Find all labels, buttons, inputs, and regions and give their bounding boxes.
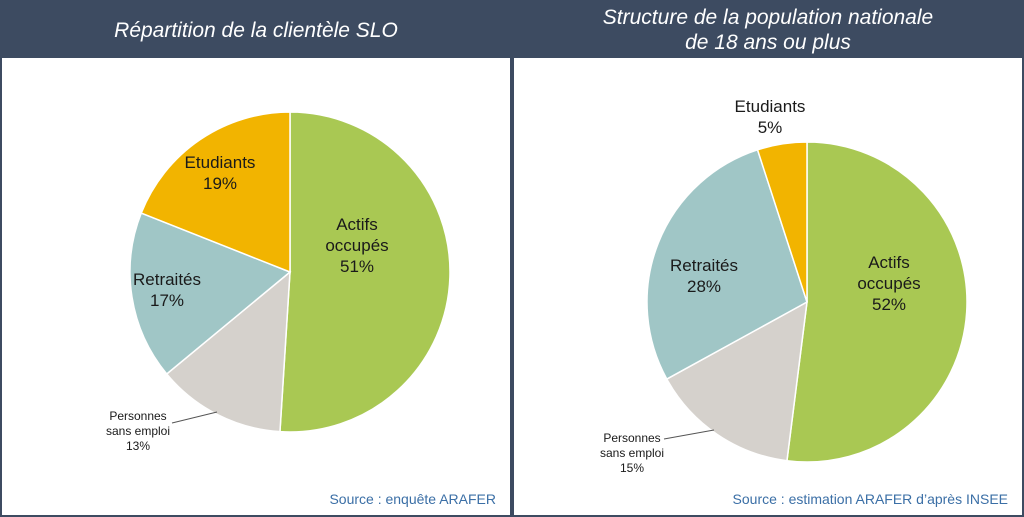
left-pie-chart: Actifs occupés 51% Personnes sans emploi 13% R… <box>106 111 451 453</box>
pie-slice-etudiants <box>140 111 291 274</box>
pie-slice-retraites <box>646 148 808 381</box>
slice-label-actifs: Actifs occupés 52% <box>857 253 920 314</box>
slice-label-retraites: Retraités 28% <box>670 256 738 296</box>
leader-line-sans_emploi <box>171 411 218 424</box>
slice-name-actifs: occupés <box>325 236 388 255</box>
slice-label-etudiants: Etudiants 19% <box>185 153 256 193</box>
right-panel: Structure de la population nationale de … <box>512 0 1024 517</box>
slice-label-sans_emploi: Personnes sans emploi 15% <box>600 431 664 475</box>
left-chart-title: Répartition de la clientèle SLO <box>2 2 510 58</box>
slice-pct-sans_emploi: 15% <box>620 461 644 475</box>
pie-slice-actifs <box>786 141 968 463</box>
slice-pct-sans_emploi: 13% <box>126 439 150 453</box>
left-source-note: Source : enquête ARAFER <box>329 491 496 507</box>
slice-name-actifs: Actifs <box>868 253 910 272</box>
slice-label-actifs: Actifs occupés 51% <box>325 215 388 276</box>
slice-name-sans_emploi: Personnes <box>603 431 660 445</box>
slice-pct-actifs: 51% <box>340 257 374 276</box>
leader-line-sans_emploi <box>663 429 715 440</box>
slice-name-retraites: Retraités <box>133 270 201 289</box>
slice-label-sans_emploi: Personnes sans emploi 13% <box>106 409 170 453</box>
slice-pct-etudiants: 5% <box>758 118 783 137</box>
right-title-line-2: de 18 ans ou plus <box>685 31 851 54</box>
pie-slice-actifs <box>279 111 451 433</box>
slice-name-retraites: Retraités <box>670 256 738 275</box>
right-title-line-1: Structure de la population nationale <box>602 6 934 29</box>
pie-slice-sans_emploi <box>165 270 291 433</box>
slice-name-etudiants: Etudiants <box>185 153 256 172</box>
slice-name-sans_emploi: sans emploi <box>600 446 664 460</box>
slice-pct-actifs: 52% <box>872 295 906 314</box>
right-pie-chart: Actifs occupés 52% Personnes sans emploi 15% R… <box>600 97 968 475</box>
pie-slices <box>129 111 451 433</box>
right-chart-title: Structure de la population nationale de … <box>514 2 1022 58</box>
left-title-text: Répartition de la clientèle SLO <box>114 18 398 42</box>
left-panel: Répartition de la clientèle SLO Actifs oc… <box>0 0 512 517</box>
slice-name-sans_emploi: sans emploi <box>106 424 170 438</box>
slice-name-actifs: Actifs <box>336 215 378 234</box>
slice-name-sans_emploi: Personnes <box>109 409 166 423</box>
slice-label-etudiants: Etudiants 5% <box>735 97 806 137</box>
slice-pct-etudiants: 19% <box>203 174 237 193</box>
right-source-note: Source : estimation ARAFER d’après INSEE <box>732 491 1008 507</box>
pie-slices <box>646 141 968 463</box>
pie-slice-retraites <box>129 212 292 376</box>
slice-name-etudiants: Etudiants <box>735 97 806 116</box>
slice-pct-retraites: 17% <box>150 291 184 310</box>
pie-slice-sans_emploi <box>665 300 808 462</box>
slice-name-actifs: occupés <box>857 274 920 293</box>
slice-label-retraites: Retraités 17% <box>133 270 201 310</box>
slice-pct-retraites: 28% <box>687 277 721 296</box>
pie-slice-etudiants <box>756 141 808 303</box>
